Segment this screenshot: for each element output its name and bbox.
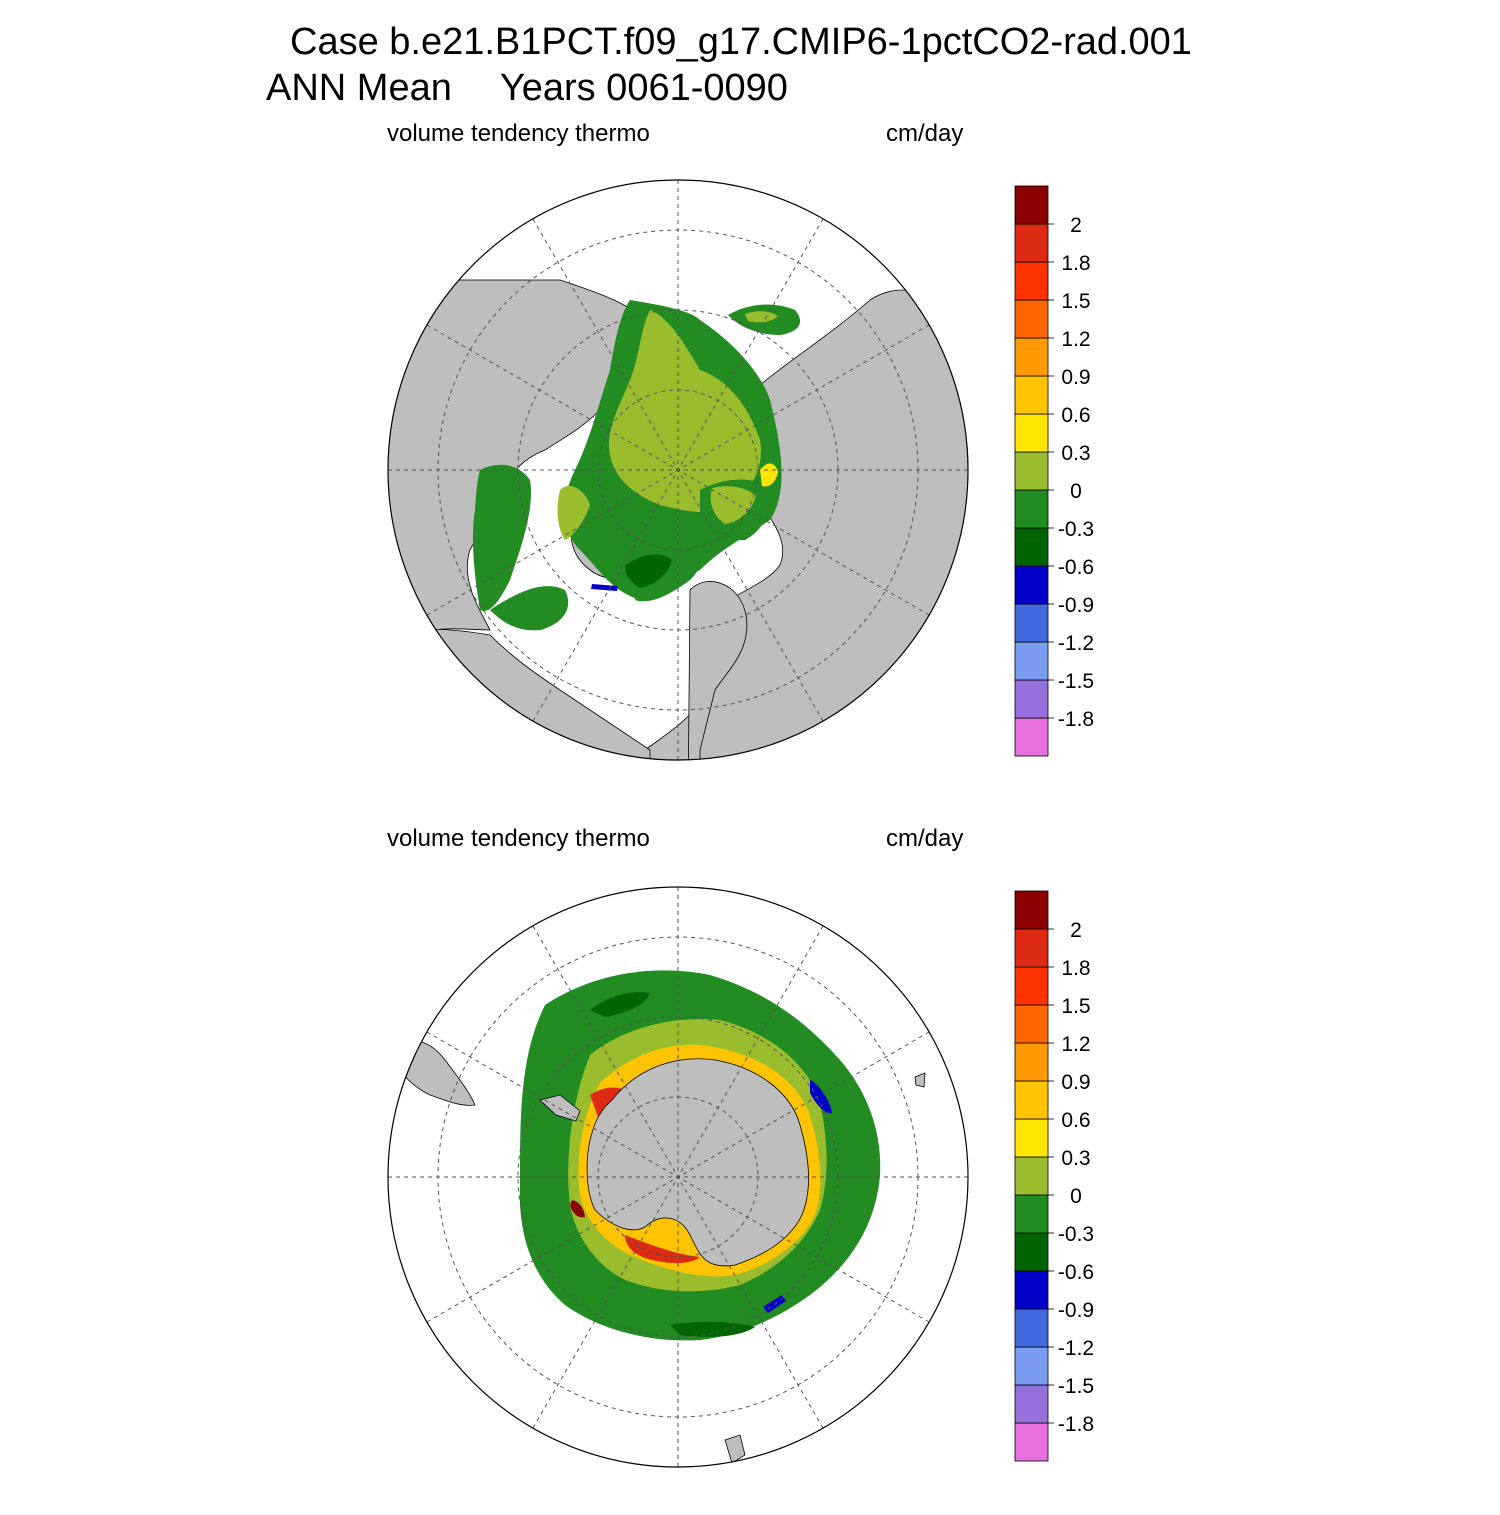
sh-colorbar: -1.8 -1.5 -1.2 -0.9 -0.6 -0.3 0 0.3 0.6 0.9 1.2 1.5…: [1014, 890, 1094, 1462]
colorbar-box: [1014, 223, 1049, 263]
colorbar-box: [1014, 1042, 1049, 1082]
colorbar-label: 0: [1070, 1185, 1082, 1208]
colorbar-label: 2: [1070, 214, 1082, 237]
sh-ice-dark-patch-1: [590, 992, 650, 1017]
colorbar-box: [1014, 489, 1049, 529]
colorbar-box: [1014, 603, 1049, 643]
nh-ice-okhotsk-edge: [760, 463, 778, 487]
colorbar-label: -1.5: [1058, 1375, 1094, 1398]
colorbar-label: 2: [1070, 919, 1082, 942]
colorbar-box: [1014, 1308, 1049, 1348]
colorbar-label: 1.5: [1061, 290, 1090, 313]
colorbar-label: 1.8: [1061, 252, 1090, 275]
colorbar-label: -0.3: [1058, 1223, 1094, 1246]
colorbar-box: [1014, 1080, 1049, 1120]
colorbar-box: [1014, 1118, 1049, 1158]
sh-graticule: [388, 887, 968, 1467]
figure-title-period: ANN Mean Years 0061-0090: [266, 68, 788, 108]
colorbar-label: -1.8: [1058, 708, 1094, 731]
nh-colorbar: -1.8 -1.5 -1.2 -0.9 -0.6 -0.3 0 0.3 0.6 0.9 1.2 1.5…: [1014, 185, 1094, 757]
nh-ice-barents-light: [710, 486, 756, 524]
nh-ice-light-core: [609, 310, 761, 513]
colorbar-label: -0.6: [1058, 1261, 1094, 1284]
nh-land-and-ice: [388, 279, 968, 760]
sh-ice-dark-patch-2: [670, 1321, 755, 1337]
nh-ice-neg-blue: [591, 584, 618, 591]
sh-panel: volume tendency thermo cm/day: [0, 815, 1500, 1515]
colorbar-label: 0: [1070, 480, 1082, 503]
colorbar-box: [1014, 966, 1049, 1006]
sh-ice-neg-blue-east: [810, 1080, 832, 1114]
colorbar-label: -1.2: [1058, 632, 1094, 655]
colorbar-box: [1014, 375, 1049, 415]
colorbar-label: 1.2: [1061, 1033, 1090, 1056]
colorbar-box: [1014, 928, 1049, 968]
nh-ice-labrador: [490, 586, 569, 631]
colorbar-label: -1.8: [1058, 1413, 1094, 1436]
colorbar-box: [1014, 1004, 1049, 1044]
colorbar-box: [1014, 1422, 1049, 1462]
sh-map: -1.8 -1.5 -1.2 -0.9 -0.6 -0.3 0 0.3 0.6 0.9 1.2 1.5…: [387, 886, 1094, 1468]
nh-ice-greenland-east: [635, 535, 706, 602]
colorbar-label: 0.9: [1061, 366, 1090, 389]
colorbar-box: [1014, 1384, 1049, 1424]
sh-land-peninsula: [539, 1094, 581, 1122]
colorbar-box: [1014, 1270, 1049, 1310]
colorbar-label: 1.2: [1061, 328, 1090, 351]
years-label: Years 0061-0090: [499, 67, 788, 109]
nh-units-label: cm/day: [886, 120, 964, 147]
colorbar-box: [1014, 527, 1049, 567]
sh-land-and-ice: [389, 970, 926, 1464]
nh-panel: volume tendency thermo cm/day: [0, 110, 1500, 810]
nh-variable-label: volume tendency thermo: [387, 120, 650, 147]
colorbar-box: [1014, 337, 1049, 377]
colorbar-box: [1014, 1346, 1049, 1386]
nh-ice-baffin: [557, 485, 590, 540]
colorbar-box: [1014, 717, 1049, 757]
colorbar-label: 0.6: [1061, 1109, 1090, 1132]
colorbar-box: [1014, 451, 1049, 491]
sh-variable-label: volume tendency thermo: [387, 825, 650, 852]
colorbar-label: 0.3: [1061, 442, 1090, 465]
sh-land-nz: [724, 1434, 746, 1464]
colorbar-label: -0.6: [1058, 556, 1094, 579]
nh-ice-hudson: [472, 464, 531, 611]
sh-ice-red-ross: [625, 1235, 700, 1264]
figure-title-case: Case b.e21.B1PCT.f09_g17.CMIP6-1pctCO2-r…: [290, 21, 1192, 63]
colorbar-label: 0.6: [1061, 404, 1090, 427]
colorbar-box: [1014, 641, 1049, 681]
colorbar-label: -0.9: [1058, 1299, 1094, 1322]
nh-ice-dark-ring: [625, 554, 672, 588]
colorbar-label: 1.8: [1061, 957, 1090, 980]
colorbar-box: [1014, 299, 1049, 339]
nh-map: -1.8 -1.5 -1.2 -0.9 -0.6 -0.3 0 0.3 0.6 0.9 1.2 1.5…: [387, 179, 1094, 761]
sh-units-label: cm/day: [886, 825, 964, 852]
nh-graticule: [388, 180, 968, 760]
colorbar-box: [1014, 413, 1049, 453]
colorbar-box: [1014, 679, 1049, 719]
colorbar-box: [1014, 565, 1049, 605]
colorbar-box: [1014, 1156, 1049, 1196]
colorbar-label: -0.3: [1058, 518, 1094, 541]
colorbar-label: -0.9: [1058, 594, 1094, 617]
sh-ice-red-west: [570, 1200, 585, 1218]
nh-land-europe: [687, 581, 748, 760]
sh-land-antarctica: [586, 1058, 809, 1267]
colorbar-label: 0.9: [1061, 1071, 1090, 1094]
nh-map-border: [387, 179, 969, 761]
sh-land-africa-tip: [914, 1072, 926, 1088]
colorbar-box: [1014, 890, 1049, 930]
colorbar-label: -1.5: [1058, 670, 1094, 693]
sh-map-border: [387, 886, 969, 1468]
colorbar-label: 0.3: [1061, 1147, 1090, 1170]
colorbar-box: [1014, 1232, 1049, 1272]
colorbar-label: 1.5: [1061, 995, 1090, 1018]
colorbar-box: [1014, 261, 1049, 301]
nh-ice-bering-light: [745, 311, 778, 323]
colorbar-box: [1014, 185, 1049, 225]
season-label: ANN Mean: [266, 67, 452, 109]
colorbar-label: -1.2: [1058, 1337, 1094, 1360]
colorbar-box: [1014, 1194, 1049, 1234]
